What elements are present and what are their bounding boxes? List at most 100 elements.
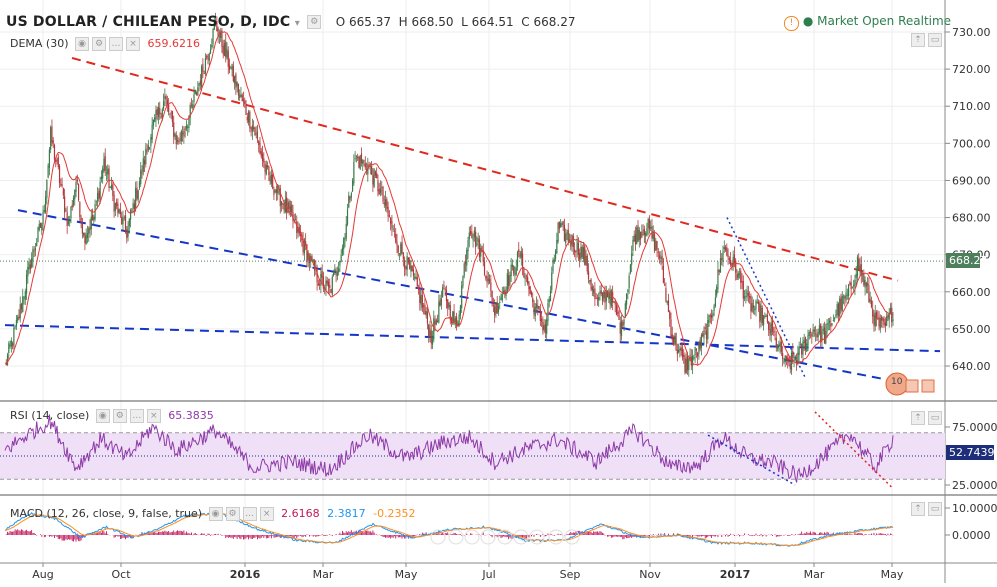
- eye-icon[interactable]: ◉: [208, 507, 223, 521]
- candle: [596, 294, 599, 306]
- candle: [528, 280, 530, 297]
- price-axis[interactable]: 730.00720.00710.00700.00690.00680.00670.…: [945, 26, 991, 373]
- eye-icon[interactable]: ◉: [95, 409, 110, 423]
- candle: [241, 93, 243, 102]
- maximize-icon[interactable]: ▭: [928, 410, 942, 425]
- candle: [812, 323, 814, 338]
- candle: [627, 288, 629, 300]
- close-icon[interactable]: ×: [259, 507, 274, 521]
- close-icon[interactable]: ×: [126, 37, 141, 51]
- candle: [199, 73, 201, 90]
- dema-legend[interactable]: DEMA (30) ◉ ⚙… × 659.6216: [10, 37, 200, 51]
- candle: [129, 208, 132, 228]
- close-icon[interactable]: ×: [146, 409, 161, 423]
- candle: [228, 58, 231, 74]
- candle: [755, 299, 757, 317]
- dema-label: DEMA (30): [10, 37, 69, 50]
- candle: [146, 143, 148, 155]
- more-icon[interactable]: …: [129, 409, 144, 423]
- rsi-axis[interactable]: 75.0000 25.0000: [945, 421, 997, 492]
- macd-pane[interactable]: [4, 512, 894, 547]
- candle: [580, 241, 582, 263]
- eye-icon[interactable]: ◉: [75, 37, 90, 51]
- settings-icon[interactable]: ⚙: [225, 507, 240, 521]
- price-tick-label: 640.00: [952, 360, 991, 373]
- candle: [10, 337, 12, 353]
- candle: [535, 296, 538, 314]
- rsi-legend[interactable]: RSI (14, close) ◉ ⚙… × 65.3835: [10, 409, 214, 423]
- candle: [830, 316, 832, 334]
- dema-value: 659.6216: [147, 37, 201, 50]
- candle: [325, 276, 327, 296]
- candle: [459, 304, 462, 320]
- candle: [794, 355, 796, 362]
- candle: [412, 262, 415, 281]
- market-status[interactable]: ! ● Market Open Realtime: [784, 14, 951, 31]
- candle: [653, 230, 656, 253]
- settings-icon[interactable]: ⚙: [92, 37, 107, 51]
- candle: [8, 341, 10, 360]
- candle: [808, 329, 810, 340]
- candle: [539, 303, 541, 327]
- candle: [383, 195, 385, 208]
- candle: [851, 286, 854, 289]
- move-up-icon[interactable]: ⇡: [911, 32, 925, 47]
- maximize-icon[interactable]: ▭: [928, 32, 942, 47]
- candle: [533, 299, 535, 320]
- candle: [525, 274, 527, 283]
- macd-legend[interactable]: MACD (12, 26, close, 9, false, true) ◉ ⚙……: [10, 507, 416, 521]
- maximize-icon[interactable]: ▭: [928, 501, 942, 516]
- candle: [331, 274, 333, 298]
- candle: [166, 95, 168, 112]
- candle: [56, 157, 58, 165]
- candle: [114, 202, 116, 217]
- candle: [341, 244, 344, 256]
- pane-controls: ⇡ ▭: [908, 32, 942, 47]
- time-tick-label: Nov: [639, 568, 661, 581]
- candle: [154, 114, 156, 123]
- candle: [213, 17, 215, 30]
- watermark-dot: [564, 529, 580, 545]
- candle: [152, 119, 155, 130]
- more-icon[interactable]: …: [242, 507, 257, 521]
- settings-icon[interactable]: ⚙: [307, 15, 322, 29]
- candle: [136, 181, 138, 201]
- candle: [17, 314, 19, 324]
- candle: [452, 310, 454, 326]
- dropdown-icon[interactable]: ▾: [294, 18, 300, 29]
- candle: [776, 343, 779, 352]
- move-up-icon[interactable]: ⇡: [911, 501, 925, 516]
- more-icon[interactable]: …: [109, 37, 124, 51]
- hist-value: -0.2352: [373, 507, 416, 520]
- candle: [141, 165, 143, 179]
- move-up-icon[interactable]: ⇡: [911, 410, 925, 425]
- chart-title[interactable]: US DOLLAR / CHILEAN PESO, D, IDC: [6, 14, 291, 30]
- candle: [845, 284, 847, 304]
- candle: [831, 323, 833, 327]
- candle: [31, 252, 33, 269]
- candle: [662, 257, 664, 284]
- candle: [396, 233, 398, 254]
- candle: [710, 309, 713, 325]
- candle: [820, 323, 822, 349]
- candle: [135, 181, 137, 212]
- settings-icon[interactable]: ⚙: [112, 409, 127, 423]
- candle: [494, 299, 496, 323]
- candle: [350, 191, 352, 202]
- candle: [515, 259, 517, 277]
- candle: [742, 275, 744, 307]
- candle: [97, 187, 99, 209]
- events-badge-icon[interactable]: 10: [885, 372, 935, 396]
- candle: [187, 124, 189, 136]
- candle: [478, 235, 481, 262]
- candle: [815, 325, 817, 342]
- last-price-label: 668.27: [949, 254, 988, 267]
- time-axis[interactable]: Aug Oct 2016 Mar May Jul Sep Nov 2017 Mar May: [32, 563, 904, 581]
- candle: [561, 221, 563, 228]
- candle: [170, 110, 172, 120]
- price-pane[interactable]: [0, 12, 945, 382]
- rsi-pane[interactable]: [0, 411, 945, 490]
- candle: [497, 302, 500, 316]
- macd-axis[interactable]: 10.0000 0.0000: [945, 502, 997, 542]
